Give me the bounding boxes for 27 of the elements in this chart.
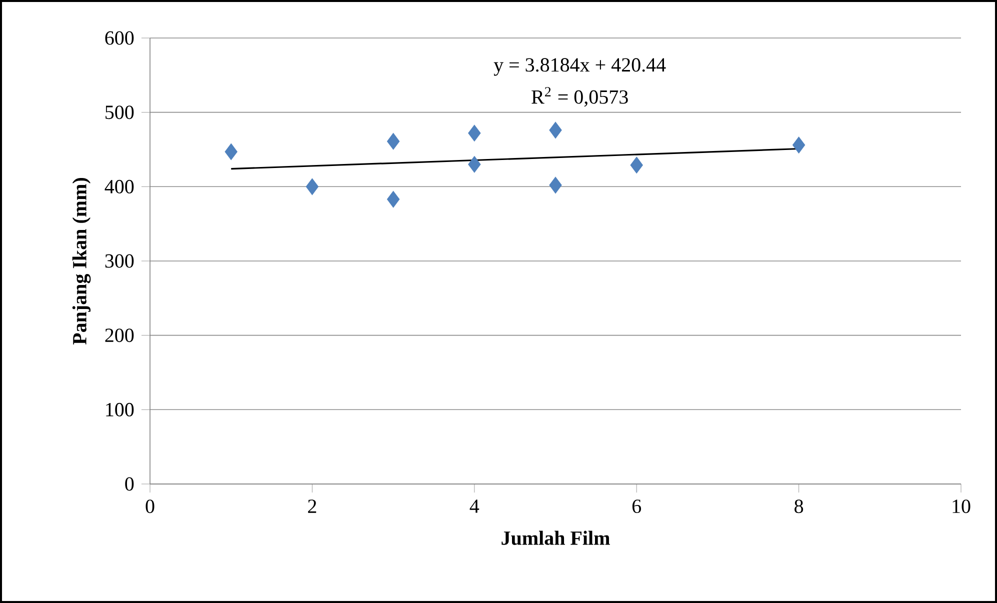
x-tick-label: 10 [952,500,970,514]
point [468,125,481,142]
x-tick-label: 2 [308,500,316,513]
point [630,157,643,174]
y-tick-label: 200 [105,328,134,342]
x-tick-label: 4 [470,500,480,513]
y-tick-label: 100 [106,402,134,416]
x-axis-title: Jumlah Film [502,530,610,545]
y-tick-label: 400 [104,180,134,194]
point [306,178,318,195]
annotation: R$^{2}$ = 0,0573 [532,87,628,107]
y-axis-title: Panjang Ikan (mm) [72,178,91,345]
annotation: y = 3.8184x + 420.44 [494,58,666,76]
point [224,144,238,160]
y-tick-label: 300 [105,254,134,268]
point [387,191,400,208]
point [792,137,805,154]
x-tick-label: 0 [146,500,154,514]
point [387,133,400,150]
point [549,122,562,138]
y-tick-label: 0 [125,477,134,491]
x-tick-label: 8 [794,500,804,514]
x-tick-label: 6 [632,500,642,514]
point [468,156,481,172]
y-tick-label: 500 [106,106,134,120]
point [549,177,562,194]
y-tick-label: 600 [105,31,134,45]
